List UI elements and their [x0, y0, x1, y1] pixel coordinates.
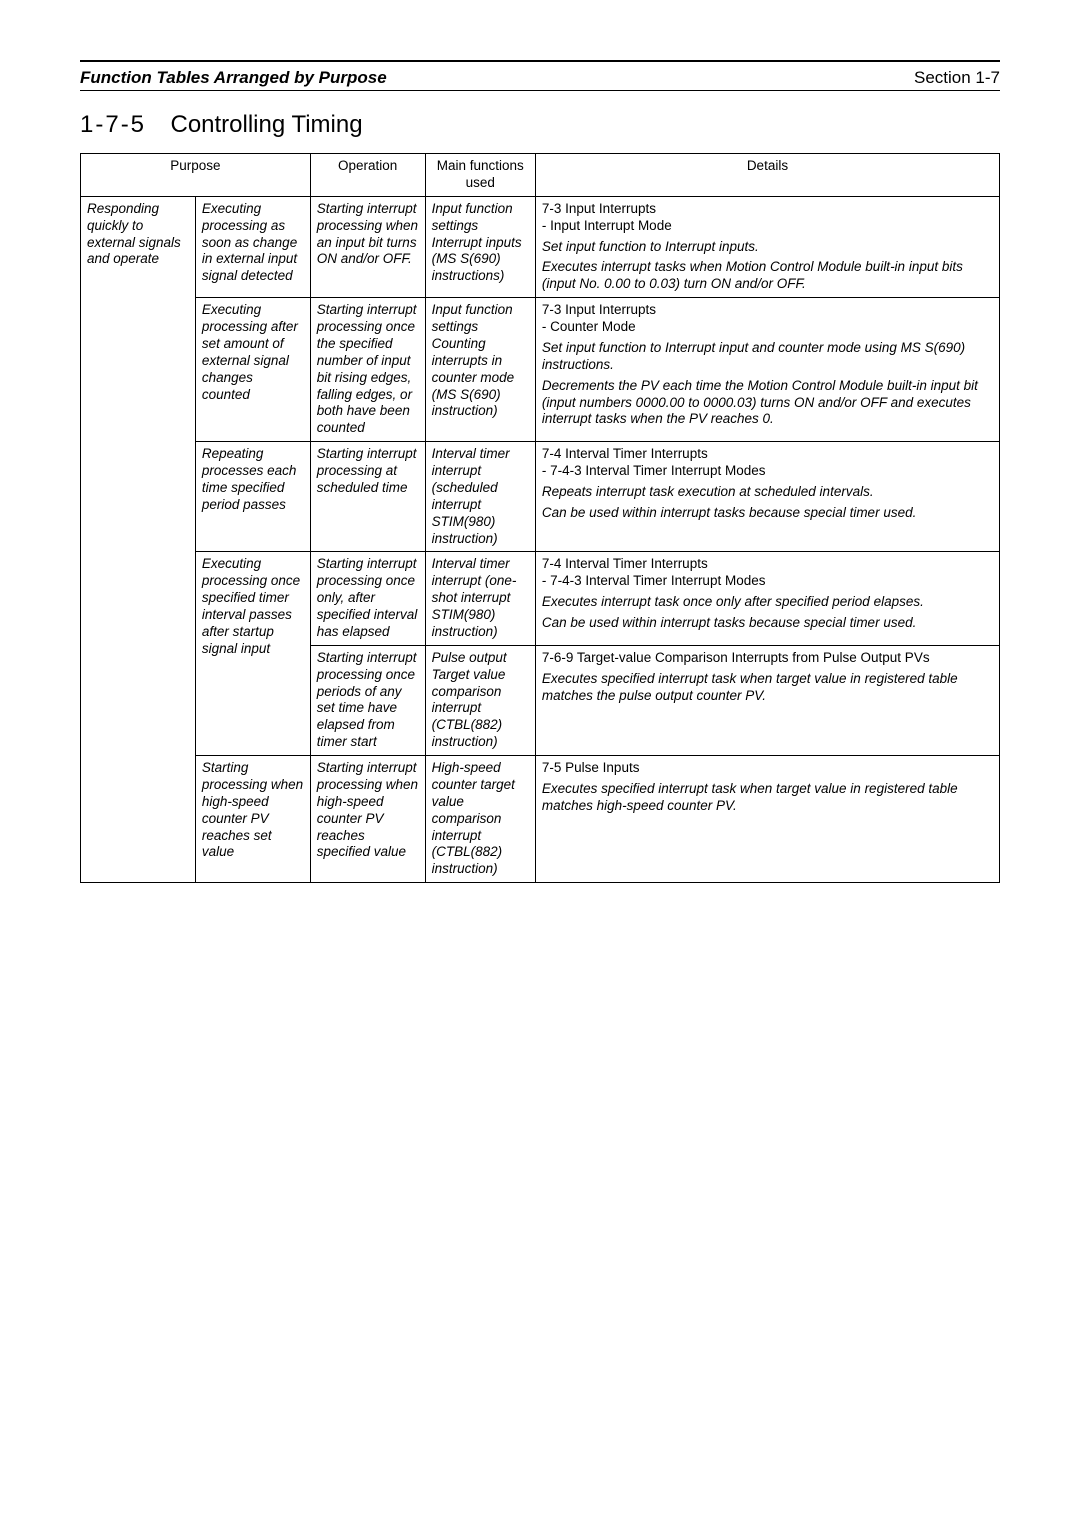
functions-cell: Interval timer interrupt (one-shot inter… [425, 552, 535, 645]
table-row: Repeating processes each time specified … [81, 442, 1000, 552]
details-cell: 7-5 Pulse InputsExecutes specified inter… [535, 756, 999, 883]
sub-purpose-cell: Starting processing when high-speed coun… [195, 756, 310, 883]
purpose-cell: Responding quickly to external signals a… [81, 196, 196, 882]
table-row: Executing processing once specified time… [81, 552, 1000, 645]
details-cell: 7-6-9 Target-value Comparison Interrupts… [535, 645, 999, 755]
top-rule [80, 60, 1000, 62]
col-purpose: Purpose [81, 154, 311, 197]
sub-purpose-cell: Executing processing as soon as change i… [195, 196, 310, 297]
sub-purpose-cell: Repeating processes each time specified … [195, 442, 310, 552]
section-title: Controlling Timing [170, 111, 362, 138]
col-functions: Main functions used [425, 154, 535, 197]
functions-cell: Input function settingsCounting interrup… [425, 298, 535, 442]
operation-cell: Starting interrupt processing when high-… [310, 756, 425, 883]
functions-cell: Interval timer interrupt (scheduled inte… [425, 442, 535, 552]
operation-cell: Starting interrupt processing at schedul… [310, 442, 425, 552]
col-details: Details [535, 154, 999, 197]
functions-cell: Pulse outputTarget value comparison inte… [425, 645, 535, 755]
header-right: Section 1-7 [914, 68, 1000, 88]
section-title-row: 1-7-5 Controlling Timing [80, 111, 1000, 139]
functions-cell: High-speed counter target value comparis… [425, 756, 535, 883]
table-row: Responding quickly to external signals a… [81, 196, 1000, 297]
operation-cell: Starting interrupt processing once perio… [310, 645, 425, 755]
sub-purpose-cell: Executing processing once specified time… [195, 552, 310, 756]
table-row: Starting processing when high-speed coun… [81, 756, 1000, 883]
functions-cell: Input function settingsInterrupt inputs … [425, 196, 535, 297]
header-left: Function Tables Arranged by Purpose [80, 68, 387, 88]
table-header-row: Purpose Operation Main functions used De… [81, 154, 1000, 197]
details-cell: 7-4 Interval Timer Interrupts- 7-4-3 Int… [535, 552, 999, 645]
section-number: 1-7-5 [80, 111, 146, 138]
sub-purpose-cell: Executing processing after set amount of… [195, 298, 310, 442]
details-cell: 7-4 Interval Timer Interrupts- 7-4-3 Int… [535, 442, 999, 552]
operation-cell: Starting interrupt processing when an in… [310, 196, 425, 297]
col-operation: Operation [310, 154, 425, 197]
table-row: Executing processing after set amount of… [81, 298, 1000, 442]
page-header: Function Tables Arranged by Purpose Sect… [80, 68, 1000, 91]
details-cell: 7-3 Input Interrupts- Input Interrupt Mo… [535, 196, 999, 297]
operation-cell: Starting interrupt processing once the s… [310, 298, 425, 442]
details-cell: 7-3 Input Interrupts- Counter ModeSet in… [535, 298, 999, 442]
function-table: Purpose Operation Main functions used De… [80, 153, 1000, 883]
operation-cell: Starting interrupt processing once only,… [310, 552, 425, 645]
